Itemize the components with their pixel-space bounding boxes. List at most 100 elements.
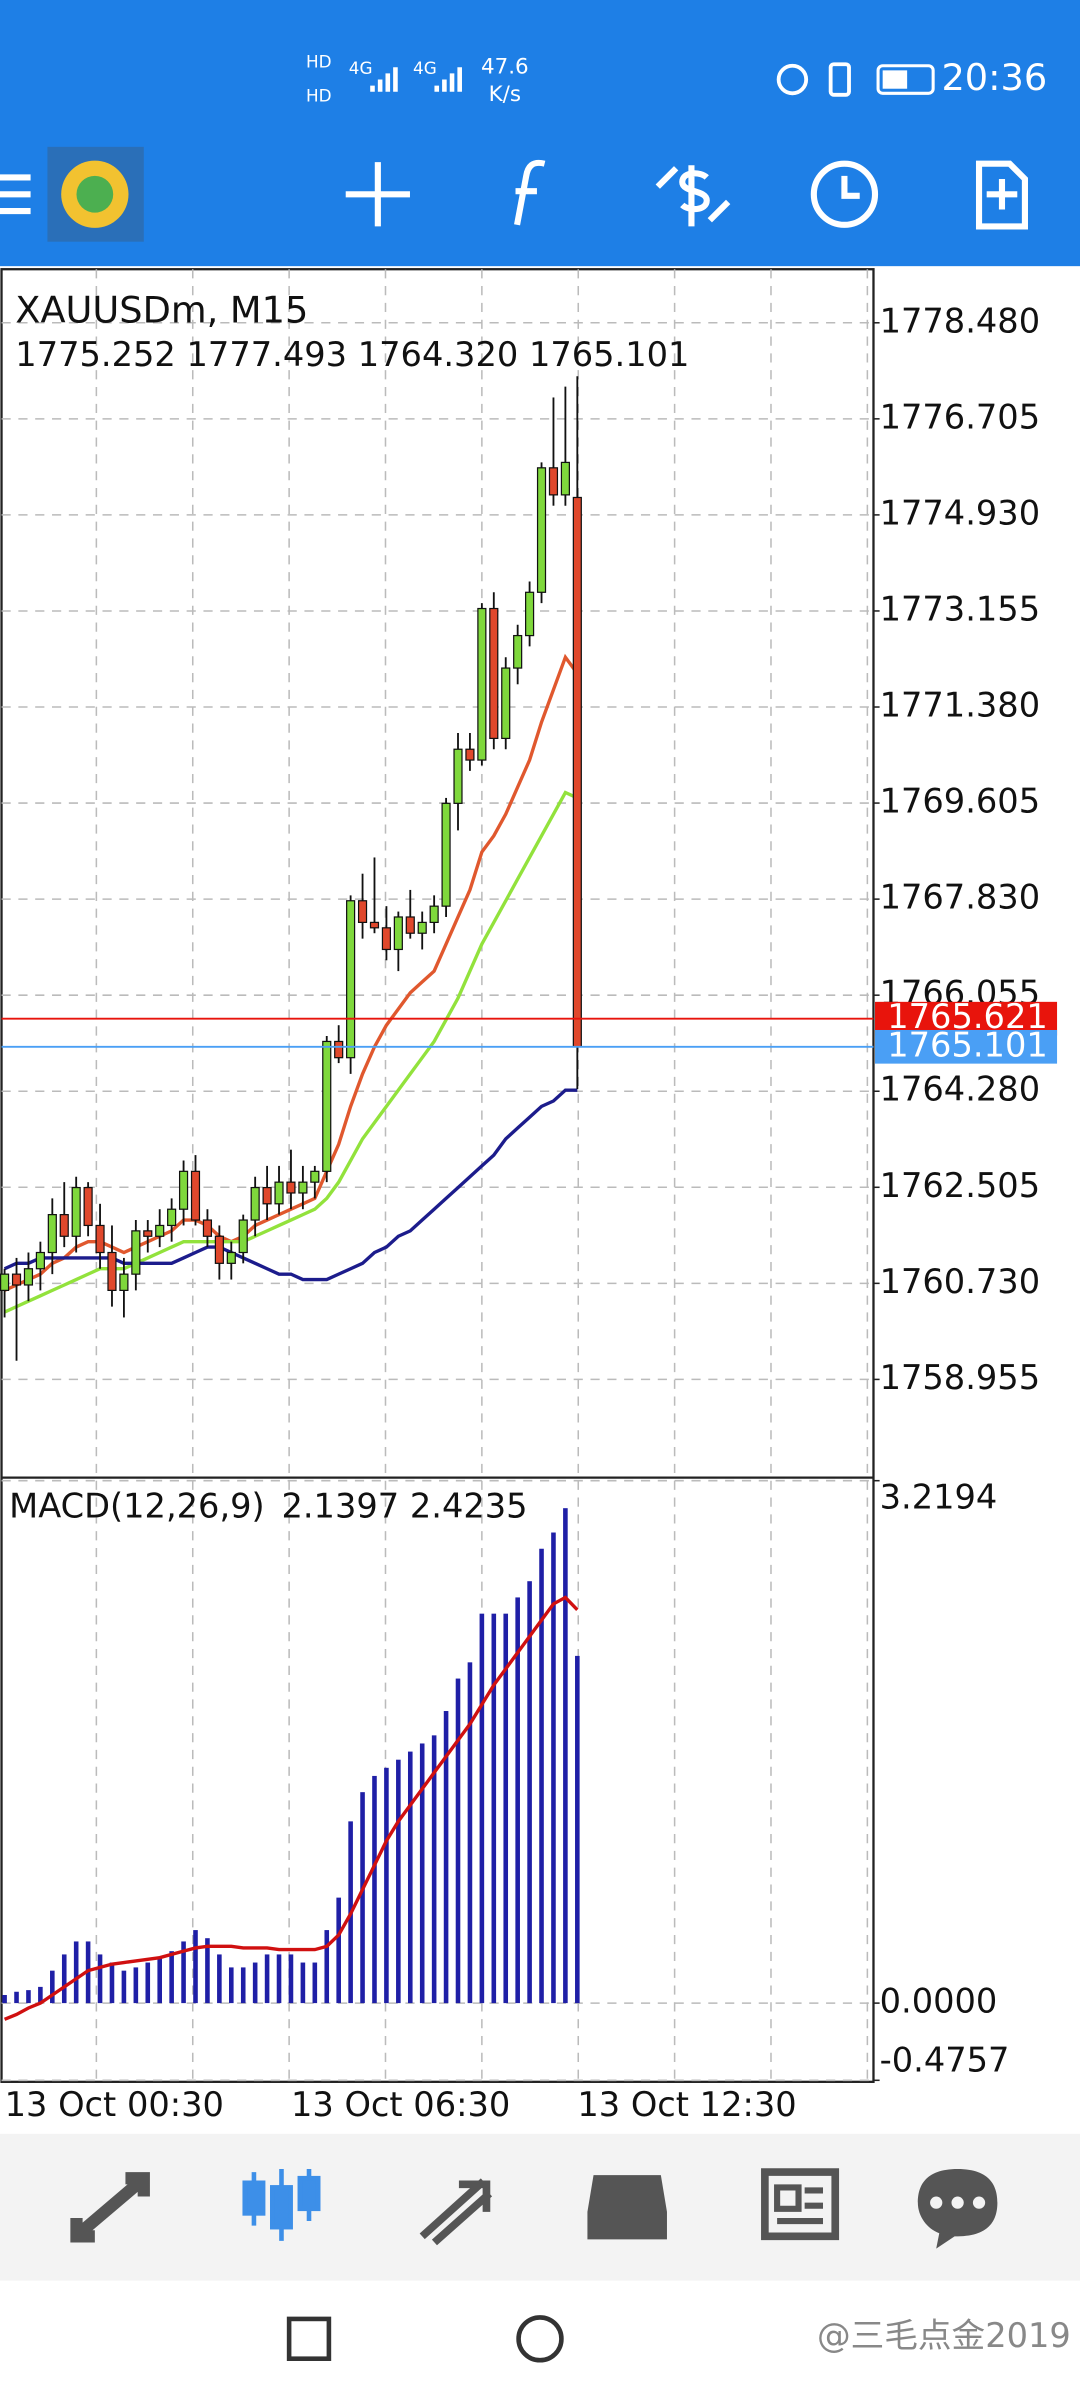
candle-body: [178, 1170, 189, 1210]
x-tick-label: 13 Oct 06:30: [291, 2085, 510, 2124]
candle-body: [381, 927, 392, 951]
candle-body: [274, 1181, 284, 1205]
indicator-values: 2.1397 2.4235: [281, 1487, 527, 1526]
candle-body: [405, 916, 415, 934]
candle-body: [119, 1273, 129, 1291]
clock: 20:36: [941, 56, 1047, 99]
candle-body: [155, 1224, 165, 1237]
histogram-bar: [133, 1967, 139, 2004]
histogram-bar: [324, 1930, 330, 2004]
histogram-bar: [419, 1743, 425, 2004]
home-button[interactable]: [516, 2315, 564, 2363]
system-nav: [0, 2280, 1080, 2400]
y-tick-label: 1758.955: [880, 1358, 1041, 1397]
sim-label: HD: [306, 52, 332, 72]
candle-body: [525, 591, 535, 637]
y-tick-label: 1778.480: [880, 301, 1041, 340]
top-bar: [0, 0, 1080, 267]
signal-icon: [370, 67, 462, 92]
x-tick-label: 13 Oct 12:30: [577, 2085, 796, 2124]
clock-hands: [841, 175, 860, 199]
histogram-bar: [145, 1962, 151, 2004]
candle-body: [59, 1214, 69, 1237]
histogram-bar: [229, 1967, 234, 2004]
battery-icon: [876, 64, 935, 95]
histogram-bar: [217, 1954, 222, 2004]
news-tab[interactable]: [761, 2168, 840, 2241]
y-tick-label: 0.0000: [880, 1982, 998, 2021]
indicator-title: MACD(12,26,9): [9, 1487, 265, 1526]
history-tab[interactable]: [587, 2175, 667, 2240]
candle-body: [346, 900, 356, 1059]
network-label: 4G: [413, 58, 437, 78]
indicator-button[interactable]: [514, 159, 546, 226]
candle-body: [83, 1186, 93, 1227]
candle-body: [369, 921, 380, 929]
histogram-bar: [372, 1775, 377, 2004]
candle-body: [262, 1186, 272, 1205]
y-tick-label: 1764.280: [880, 1070, 1041, 1109]
vibrate-icon: [828, 62, 851, 97]
crosshair-button[interactable]: [345, 162, 410, 227]
histogram-bar: [467, 1662, 473, 2004]
histogram-bar: [527, 1581, 532, 2004]
battery-level: [882, 70, 908, 89]
candle-body: [429, 905, 439, 924]
price-label: 1765.621: [887, 997, 1048, 1036]
candle-body: [167, 1208, 177, 1227]
candle-body: [190, 1170, 201, 1221]
watermark: @三毛点金2019: [817, 2316, 1071, 2355]
candle-body: [214, 1235, 224, 1264]
candle-body: [322, 1040, 332, 1172]
candle-body: [23, 1268, 34, 1286]
chart-frame: [0, 268, 875, 2083]
histogram-bar: [157, 1957, 162, 2004]
histogram-bar: [252, 1962, 258, 2004]
candle-body: [501, 667, 511, 740]
histogram-bar: [575, 1655, 580, 2004]
y-tick-label: 1760.730: [880, 1262, 1041, 1301]
histogram-bar: [515, 1597, 520, 2004]
status-bar: HD HD 4G 4G 47.6 K/s 20:36: [306, 52, 1047, 107]
timeframe-button[interactable]: [810, 160, 879, 228]
new-order-button[interactable]: [975, 160, 1028, 230]
price-label-box: [875, 1029, 1058, 1064]
candle-body: [298, 1181, 308, 1194]
histogram-bar: [455, 1678, 461, 2004]
histogram-bar: [73, 1941, 79, 2004]
candle-body: [250, 1186, 260, 1221]
trade-tab[interactable]: [419, 2178, 493, 2246]
news-icon-lines: [774, 2184, 824, 2225]
price-label-box: [875, 1001, 1058, 1036]
histogram-bar: [61, 1954, 67, 2004]
candle-body: [35, 1251, 45, 1270]
histogram-bar: [276, 1954, 282, 2004]
y-tick-label: 1767.830: [880, 878, 1041, 917]
net-speed: 47.6: [481, 54, 529, 79]
candle-body: [489, 607, 499, 740]
chart-tab[interactable]: [242, 2169, 321, 2241]
candle-body: [572, 496, 582, 1048]
candle-body: [286, 1181, 296, 1194]
recents-button[interactable]: [286, 2316, 332, 2361]
candle-body: [548, 467, 559, 496]
histogram-bar: [396, 1759, 401, 2004]
y-tick-label: 1773.155: [880, 589, 1041, 628]
menu-button[interactable]: [0, 174, 31, 215]
x-tick-label: 13 Oct 00:30: [5, 2085, 224, 2124]
candle-body: [513, 634, 523, 669]
trade-button[interactable]: [655, 165, 731, 227]
candle-body: [417, 921, 427, 934]
histogram-bar: [360, 1792, 365, 2004]
chat-dot: [972, 2196, 986, 2209]
histogram-bar: [38, 1986, 43, 2004]
plot: [0, 322, 880, 2082]
net-speed-unit: K/s: [489, 82, 521, 107]
histogram-bar: [109, 1962, 115, 2004]
y-tick-label: 1776.705: [880, 397, 1041, 436]
candle-body: [357, 900, 368, 924]
histogram-bar: [264, 1954, 270, 2004]
candle-body: [238, 1219, 248, 1254]
quotes-tab[interactable]: [70, 2172, 150, 2243]
